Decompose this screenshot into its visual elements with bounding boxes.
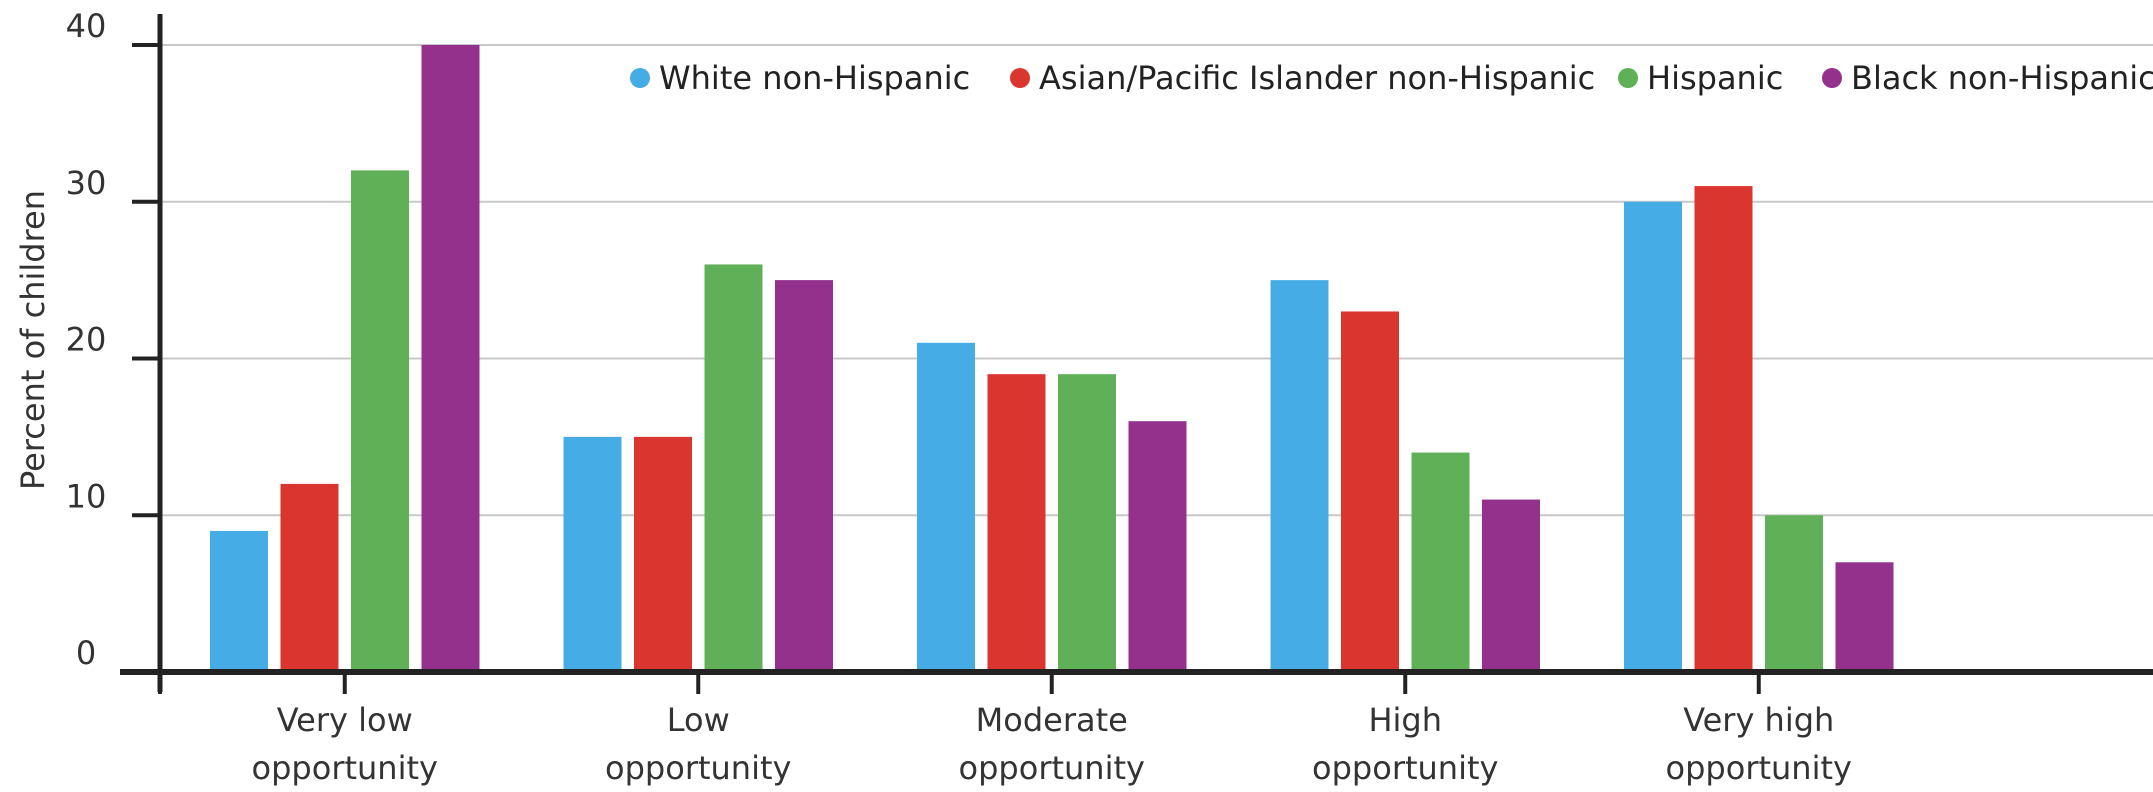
x-tick-label-4-line-2: opportunity bbox=[1312, 749, 1498, 787]
y-tick-label-0: 0 bbox=[76, 634, 96, 672]
bar-3-3 bbox=[1058, 374, 1116, 672]
x-tick-label-5-line-1: Very high bbox=[1683, 701, 1834, 739]
legend-marker-1 bbox=[630, 68, 650, 88]
x-tick-label-1-line-1: Very low bbox=[277, 701, 413, 739]
bar-2-2 bbox=[634, 436, 692, 672]
x-tick-label-3-line-1: Moderate bbox=[976, 701, 1128, 739]
x-tick-label-1-line-2: opportunity bbox=[252, 749, 438, 787]
bar-1-2 bbox=[563, 436, 622, 672]
bar-1-4 bbox=[1270, 280, 1329, 672]
x-tick-label-2-line-1: Low bbox=[667, 701, 730, 739]
y-tick-label-40: 40 bbox=[66, 7, 107, 45]
x-tick-label-5-line-2: opportunity bbox=[1666, 749, 1852, 787]
bar-2-3 bbox=[987, 374, 1046, 672]
y-tick-label-30: 30 bbox=[66, 164, 107, 202]
bar-2-5 bbox=[1694, 186, 1753, 672]
bar-3-1 bbox=[351, 170, 409, 672]
y-tick-label-20: 20 bbox=[66, 321, 107, 359]
bar-3-2 bbox=[704, 264, 763, 672]
bar-2-1 bbox=[280, 483, 339, 672]
bars bbox=[210, 45, 1894, 672]
x-tick-labels: Very low opportunity Low opportunity Moderat… bbox=[158, 672, 1852, 787]
legend-label-3: Hispanic bbox=[1647, 59, 1783, 97]
axes bbox=[120, 14, 2153, 692]
x-tick-label-3-line-2: opportunity bbox=[959, 749, 1145, 787]
bar-4-3 bbox=[1128, 421, 1187, 672]
bar-2-4 bbox=[1341, 311, 1399, 672]
legend-label-2: Asian/Pacific Islander non-Hispanic bbox=[1039, 59, 1595, 97]
y-axis-title: Percent of children bbox=[14, 190, 52, 490]
bar-4-5 bbox=[1835, 562, 1894, 672]
legend-marker-2 bbox=[1010, 68, 1030, 88]
bar-3-5 bbox=[1765, 515, 1823, 672]
bar-1-1 bbox=[210, 530, 268, 672]
bar-4-2 bbox=[775, 280, 833, 672]
bar-4-1 bbox=[421, 45, 480, 672]
legend-marker-4 bbox=[1822, 68, 1842, 88]
legend-label-1: White non-Hispanic bbox=[659, 59, 970, 97]
legend-label-4: Black non-Hispanic bbox=[1851, 59, 2153, 97]
y-tick-label-10: 10 bbox=[66, 477, 107, 515]
bar-1-3 bbox=[917, 342, 975, 672]
legend-marker-3 bbox=[1618, 68, 1638, 88]
bar-4-4 bbox=[1482, 499, 1540, 672]
legend: White non-Hispanic Asian/Pacific Islander… bbox=[630, 59, 2153, 97]
bar-1-5 bbox=[1624, 201, 1682, 672]
bar-3-4 bbox=[1411, 452, 1470, 672]
y-tick-labels: 0 10 20 30 40 bbox=[66, 7, 107, 672]
x-tick-label-4-line-1: High bbox=[1368, 701, 1442, 739]
x-tick-label-2-line-2: opportunity bbox=[605, 749, 791, 787]
